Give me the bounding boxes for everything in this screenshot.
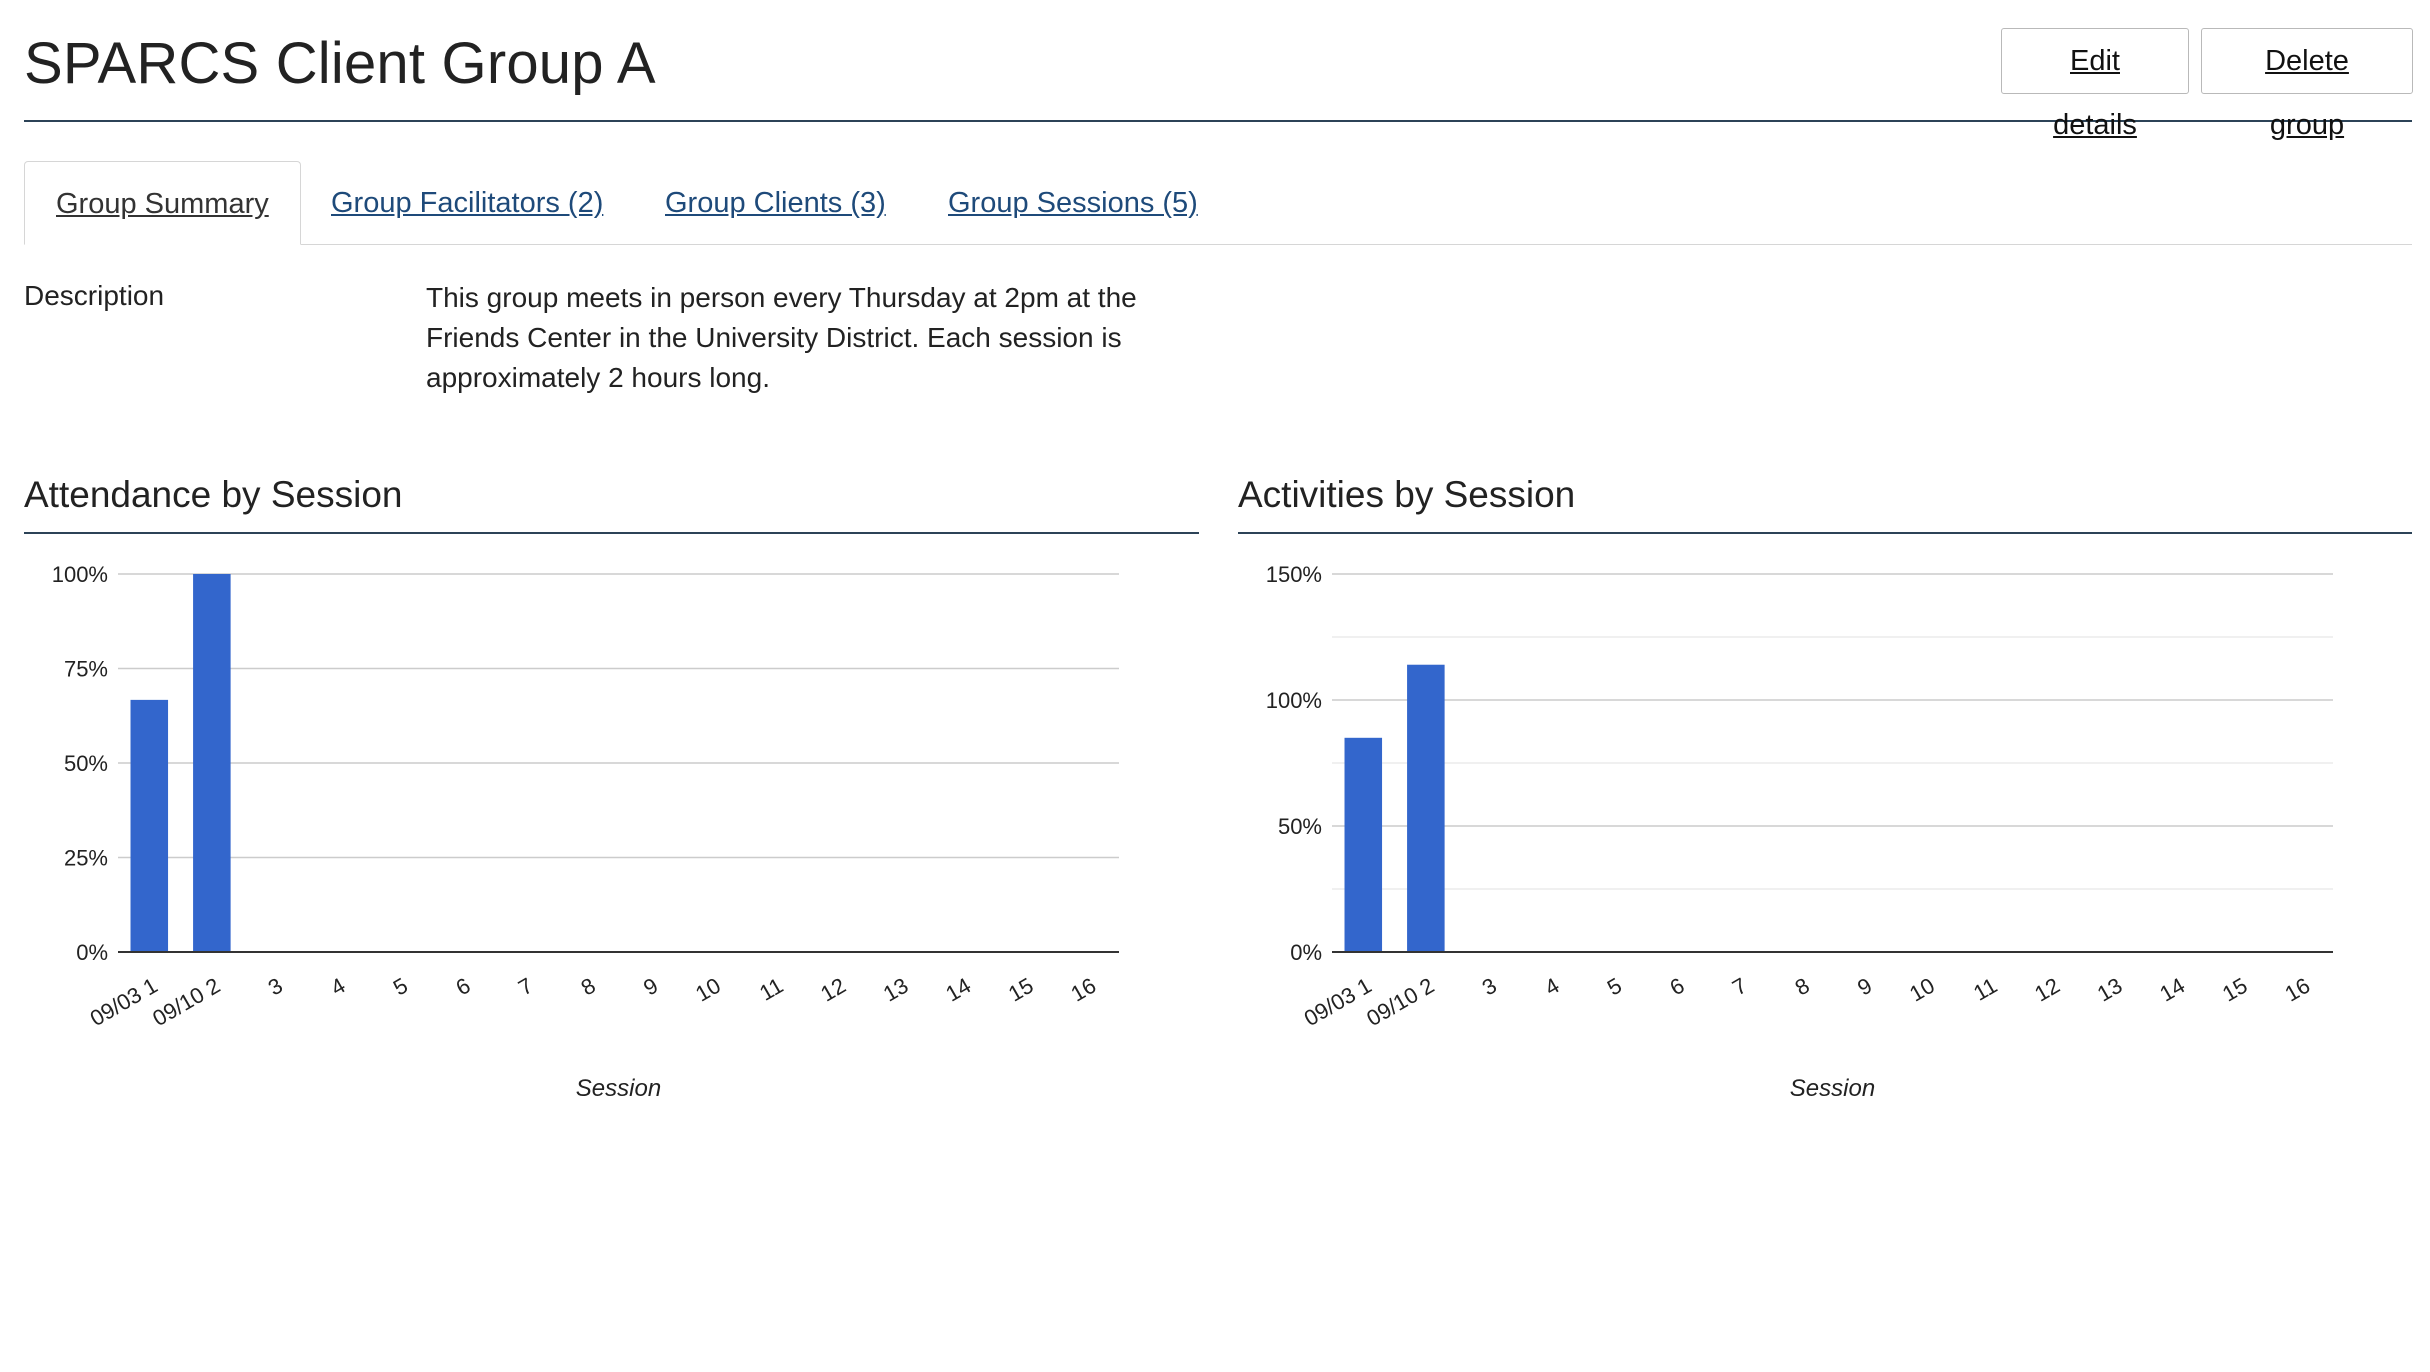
- x-tick-label: 4: [326, 973, 349, 1001]
- x-tick-label: 6: [451, 973, 474, 1001]
- page-header: SPARCS Client Group A Edit details Delet…: [24, 0, 2413, 141]
- x-tick-label: 09/10 2: [1362, 973, 1438, 1031]
- x-tick-label: 14: [941, 973, 975, 1007]
- x-tick-label: 3: [1478, 973, 1501, 1001]
- y-tick-label: 50%: [1278, 814, 1322, 839]
- x-tick-label: 7: [1728, 973, 1751, 1001]
- description-text: This group meets in person every Thursda…: [426, 282, 1137, 393]
- x-tick-label: 8: [1791, 973, 1814, 1001]
- x-tick-label: 6: [1665, 973, 1688, 1001]
- x-tick-label: 09/03 1: [1300, 973, 1376, 1031]
- x-tick-label: 3: [264, 973, 287, 1001]
- x-tick-label: 8: [577, 973, 600, 1001]
- x-tick-label: 13: [879, 973, 913, 1007]
- x-tick-label: 10: [1905, 973, 1939, 1007]
- x-tick-label: 5: [1603, 973, 1626, 1001]
- y-tick-label: 25%: [64, 846, 108, 871]
- bar-session-2: [1407, 664, 1445, 952]
- bar-session-1: [130, 699, 169, 952]
- attendance-section-divider: [24, 532, 1199, 534]
- attendance-section-title: Attendance by Session: [24, 474, 403, 515]
- description-label: Description: [24, 280, 165, 311]
- y-tick-label: 100%: [1266, 688, 1322, 713]
- x-tick-label: 12: [2030, 973, 2064, 1007]
- x-tick-label: 4: [1540, 973, 1563, 1001]
- tab-group-clients[interactable]: Group Clients (3): [665, 187, 886, 219]
- tab-group-sessions[interactable]: Group Sessions (5): [948, 187, 1198, 219]
- x-tick-label: 09/03 1: [86, 973, 162, 1031]
- bar-session-1: [1344, 737, 1383, 952]
- tab-bar: Group Summary Group Facilitators (2) Gro…: [24, 161, 2412, 245]
- x-tick-label: 9: [639, 973, 662, 1001]
- x-tick-label: 7: [514, 973, 537, 1001]
- y-tick-label: 0%: [1290, 940, 1322, 965]
- edit-details-button[interactable]: Edit details: [2001, 28, 2189, 141]
- group-page: SPARCS Client Group A Edit details Delet…: [24, 0, 2413, 1102]
- x-tick-label: 13: [2093, 973, 2127, 1007]
- x-tick-label: 12: [816, 973, 850, 1007]
- tab-group-summary[interactable]: Group Summary: [24, 161, 301, 245]
- x-tick-label: 9: [1853, 973, 1876, 1001]
- activities-section-divider: [1238, 532, 2412, 534]
- x-tick-label: 11: [755, 973, 787, 1006]
- y-tick-label: 0%: [76, 940, 108, 965]
- x-axis-title: Session: [1790, 1075, 1875, 1102]
- x-tick-label: 11: [1969, 973, 2001, 1006]
- bar-session-2: [193, 574, 231, 952]
- x-tick-label: 15: [1004, 973, 1038, 1007]
- x-tick-label: 14: [2155, 973, 2189, 1007]
- x-tick-label: 10: [691, 973, 725, 1007]
- x-tick-label: 15: [2218, 973, 2252, 1007]
- delete-group-button[interactable]: Delete group: [2201, 28, 2413, 141]
- y-tick-label: 50%: [64, 751, 108, 776]
- x-tick-label: 5: [389, 973, 412, 1001]
- x-tick-label: 09/10 2: [148, 973, 224, 1031]
- attendance-chart: 0% 25% 50% 75% 100% 09/03 109/10 2 3 4 5 6 7 8 9 10 11…: [52, 562, 1119, 1102]
- y-tick-label: 150%: [1266, 562, 1322, 587]
- y-tick-label: 75%: [64, 657, 108, 682]
- x-axis-title: Session: [576, 1075, 661, 1102]
- x-tick-label: 16: [2281, 973, 2315, 1007]
- x-tick-label: 16: [1067, 973, 1101, 1007]
- y-tick-label: 100%: [52, 562, 108, 587]
- activities-chart: 0% 50% 100% 150% 09/03 109/10 2 3 4 5 6 7 8 9 10 11 12…: [1266, 562, 2333, 1102]
- page-title: SPARCS Client Group A: [24, 31, 656, 96]
- activities-section-title: Activities by Session: [1238, 474, 1576, 515]
- tab-group-facilitators[interactable]: Group Facilitators (2): [331, 187, 604, 219]
